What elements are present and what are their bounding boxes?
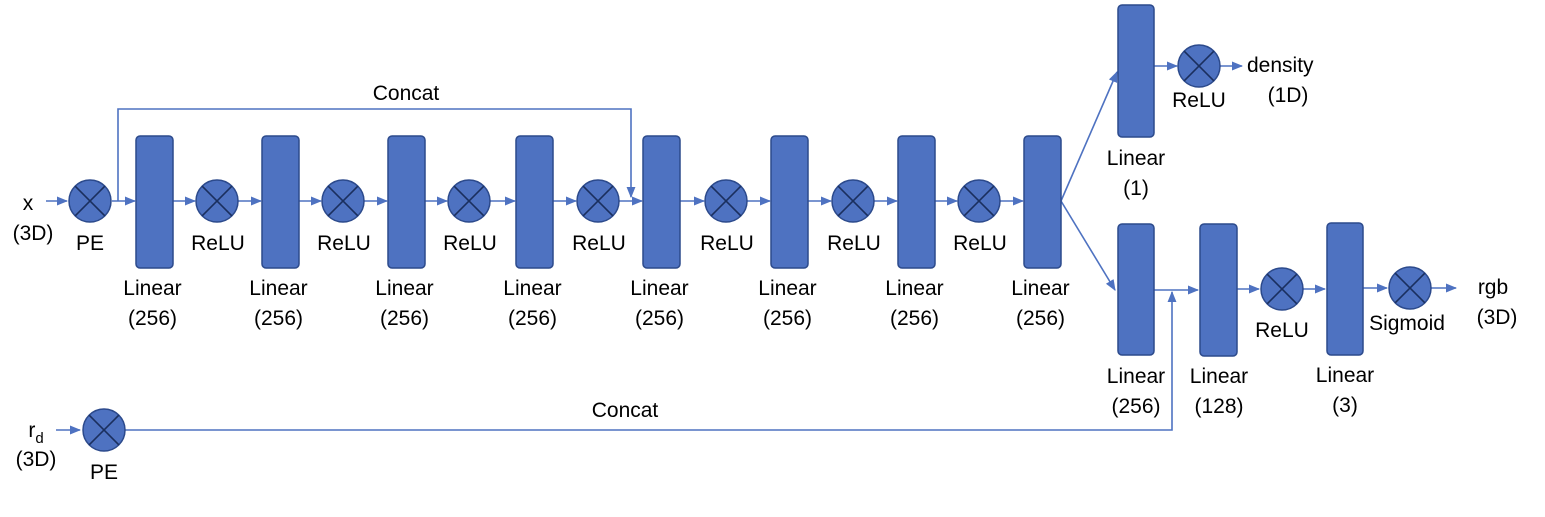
linear-label-rgb-3: Linear — [1316, 364, 1374, 387]
rgb-output-dim: (3D) — [1477, 306, 1518, 329]
rd-concat-wire — [125, 290, 1177, 431]
linear-dim-3: (256) — [380, 307, 429, 330]
linear-block-6 — [770, 135, 809, 269]
diagram-labels: x (3D) PE Linear (256) Linear (256) Linear (256)… — [13, 54, 1518, 484]
linear-dim-rgb-128: (128) — [1194, 395, 1243, 418]
linear-label-1: Linear — [123, 277, 181, 300]
linear-label-4: Linear — [503, 277, 561, 300]
linear-label-5: Linear — [630, 277, 688, 300]
linear-block-5 — [642, 135, 681, 269]
relu-label-4: ReLU — [572, 232, 626, 255]
pe-label-rd: PE — [90, 461, 118, 484]
relu-node-density — [1177, 44, 1221, 88]
input-rd-dim: (3D) — [16, 448, 57, 471]
rgb-output-label: rgb — [1478, 276, 1508, 299]
linear-block-density — [1117, 4, 1155, 138]
linear-label-2: Linear — [249, 277, 307, 300]
linear-blocks — [135, 4, 1364, 357]
relu-label-2: ReLU — [317, 232, 371, 255]
sigmoid-label: Sigmoid — [1369, 312, 1445, 335]
density-output-dim: (1D) — [1268, 84, 1309, 107]
linear-dim-7: (256) — [890, 307, 939, 330]
relu-label-7: ReLU — [953, 232, 1007, 255]
linear-label-3: Linear — [375, 277, 433, 300]
wire-to-rgb-block — [1060, 200, 1116, 291]
relu-node-1 — [195, 179, 239, 223]
input-x-label: x — [23, 192, 34, 215]
density-output-label: density — [1247, 54, 1314, 77]
linear-label-rgb-256: Linear — [1107, 365, 1165, 388]
input-x-dim: (3D) — [13, 222, 54, 245]
linear-block-rgb-3 — [1326, 222, 1364, 356]
concat-label-bottom: Concat — [592, 399, 659, 422]
relu-label-1: ReLU — [191, 232, 245, 255]
linear-dim-8: (256) — [1016, 307, 1065, 330]
relu-label-density: ReLU — [1172, 89, 1226, 112]
relu-node-7 — [957, 179, 1001, 223]
pe-node-x — [68, 179, 112, 223]
skip-concat-wire — [117, 108, 636, 201]
relu-node-3 — [447, 179, 491, 223]
input-rd-label: rd — [28, 419, 43, 447]
linear-block-2 — [261, 135, 300, 269]
linear-dim-rgb-256: (256) — [1111, 395, 1160, 418]
linear-dim-4: (256) — [508, 307, 557, 330]
linear-label-6: Linear — [758, 277, 816, 300]
linear-dim-6: (256) — [763, 307, 812, 330]
activation-nodes — [68, 44, 1432, 452]
wire-to-density-block — [1060, 70, 1118, 202]
linear-dim-rgb-3: (3) — [1332, 394, 1358, 417]
linear-label-rgb-128: Linear — [1190, 365, 1248, 388]
linear-block-rgb-256 — [1117, 223, 1155, 356]
linear-dim-5: (256) — [635, 307, 684, 330]
relu-label-rgb: ReLU — [1255, 319, 1309, 342]
linear-block-4 — [515, 135, 554, 269]
input-rd-subscript: d — [35, 430, 43, 447]
relu-node-2 — [321, 179, 365, 223]
linear-block-1 — [135, 135, 174, 269]
relu-node-5 — [704, 179, 748, 223]
pe-node-rd — [82, 408, 126, 452]
linear-label-density: Linear — [1107, 147, 1165, 170]
relu-node-rgb — [1260, 267, 1304, 311]
pe-label-x: PE — [76, 232, 104, 255]
relu-label-5: ReLU — [700, 232, 754, 255]
relu-label-3: ReLU — [443, 232, 497, 255]
relu-node-6 — [831, 179, 875, 223]
linear-block-8 — [1023, 135, 1062, 269]
concat-label-top: Concat — [373, 82, 440, 105]
linear-block-rgb-128 — [1199, 223, 1238, 357]
linear-dim-2: (256) — [254, 307, 303, 330]
input-rd-symbol: r — [28, 419, 35, 442]
linear-dim-1: (256) — [128, 307, 177, 330]
linear-label-8: Linear — [1011, 277, 1069, 300]
sigmoid-node — [1388, 266, 1432, 310]
linear-block-7 — [897, 135, 936, 269]
relu-node-4 — [576, 179, 620, 223]
connection-wires — [46, 61, 1458, 435]
linear-block-3 — [387, 135, 426, 269]
linear-label-7: Linear — [885, 277, 943, 300]
relu-label-6: ReLU — [827, 232, 881, 255]
linear-dim-density: (1) — [1123, 177, 1149, 200]
